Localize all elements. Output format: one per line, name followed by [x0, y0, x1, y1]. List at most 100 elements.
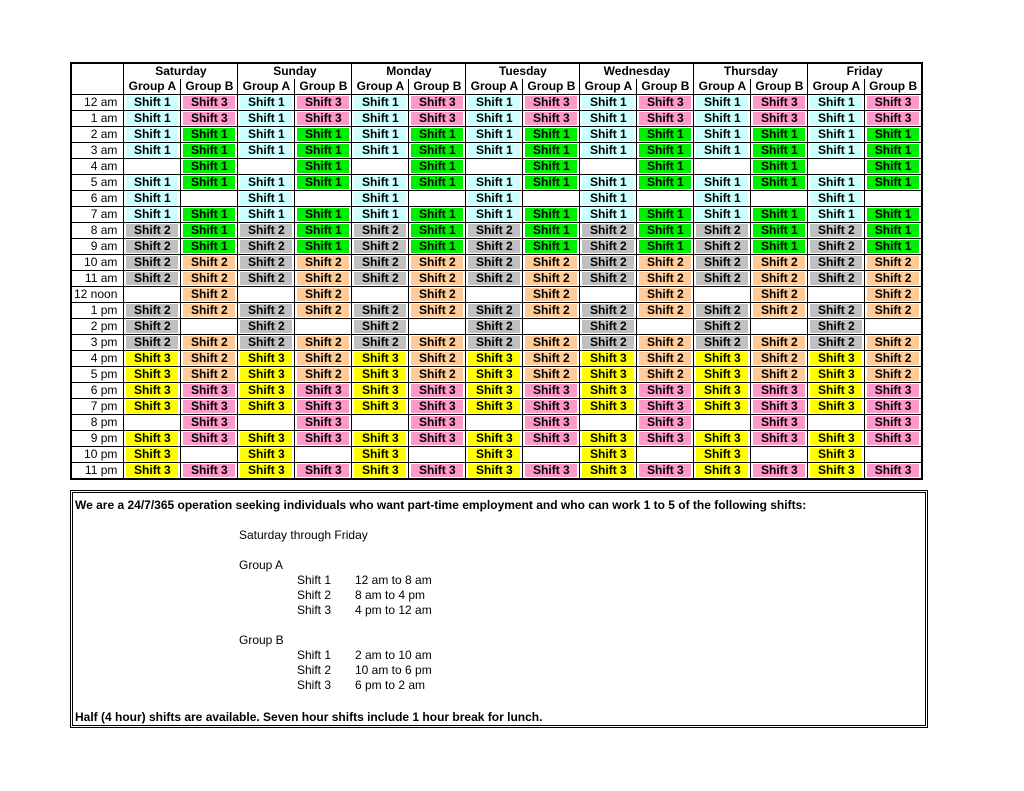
shift-label: Shift 3	[240, 352, 293, 365]
shift-cell: Shift 1	[522, 174, 581, 191]
shift-label: Shift 1	[354, 208, 407, 221]
shift-label: Shift 3	[240, 464, 293, 477]
shift-label: Shift 3	[525, 112, 578, 125]
shift-label: Shift 2	[696, 320, 749, 333]
shift-label: Shift 2	[696, 240, 749, 253]
time-label: 8 am	[70, 222, 125, 239]
shift-cell: Shift 1	[636, 126, 695, 143]
shift-cell: Shift 2	[750, 270, 809, 287]
shift-cell: Shift 1	[636, 238, 695, 255]
shift-label: Shift 1	[183, 240, 236, 253]
shift-label: Shift 2	[126, 320, 179, 333]
shift-cell: Shift 3	[636, 414, 695, 431]
group-header: Group A	[123, 79, 182, 95]
shift-cell	[522, 190, 581, 207]
shift-label: Shift 3	[639, 112, 692, 125]
time-label: 10 am	[70, 254, 125, 271]
shift-label: Shift 1	[867, 128, 919, 141]
shift-label: Shift 2	[525, 352, 578, 365]
shift-cell: Shift 2	[123, 222, 182, 239]
shift-label: Shift 2	[183, 272, 236, 285]
shift-cell: Shift 1	[351, 110, 410, 127]
shift-cell: Shift 3	[465, 446, 524, 463]
shift-label: Shift 1	[582, 112, 635, 125]
shift-cell: Shift 3	[693, 350, 752, 367]
day-header-row: Saturday Sunday Monday Tuesday Wednesday Thur…	[70, 62, 923, 95]
shift-label: Shift 3	[639, 416, 692, 429]
shift-label: Shift 3	[240, 432, 293, 445]
shift-label: Shift 1	[297, 160, 350, 173]
shift-label: Shift 2	[354, 304, 407, 317]
shift-label: Shift 3	[810, 448, 863, 461]
shift-cell: Shift 2	[408, 286, 467, 303]
shift-label: Shift 2	[810, 320, 863, 333]
corner	[70, 62, 125, 95]
shift-cell: Shift 2	[351, 334, 410, 351]
shift-cell: Shift 1	[180, 206, 239, 223]
shift-label: Shift 1	[354, 96, 407, 109]
shift-cell: Shift 2	[693, 302, 752, 319]
shift-cell: Shift 1	[180, 222, 239, 239]
shift-label: Shift 1	[354, 128, 407, 141]
shift-label: Shift 1	[525, 224, 578, 237]
group-name: Group B	[239, 633, 284, 647]
shift-label: Shift 2	[810, 256, 863, 269]
shift-label: Shift 3	[696, 368, 749, 381]
shift-label: Shift 3	[639, 96, 692, 109]
shift-label: Shift 1	[867, 208, 919, 221]
shift-cell: Shift 1	[408, 126, 467, 143]
shift-label: Shift 3	[639, 464, 692, 477]
shift-cell: Shift 3	[522, 94, 581, 111]
shift-label: Shift 1	[126, 96, 179, 109]
shift-cell: Shift 1	[636, 158, 695, 175]
shift-cell: Shift 3	[864, 94, 923, 111]
time-label: 6 pm	[70, 382, 125, 399]
shift-cell: Shift 3	[237, 446, 296, 463]
shift-label: Shift 3	[183, 464, 236, 477]
shift-label: Shift 2	[867, 272, 919, 285]
shift-cell: Shift 1	[579, 110, 638, 127]
shift-label: Shift 2	[753, 336, 806, 349]
time-label: 11 pm	[70, 462, 125, 480]
shift-label: Shift 2	[297, 288, 350, 301]
shift-cell: Shift 2	[522, 270, 581, 287]
shift-cell: Shift 2	[351, 318, 410, 335]
shift-label: Shift 2	[753, 304, 806, 317]
shift-label: Shift 2	[411, 368, 464, 381]
shift-cell: Shift 2	[408, 254, 467, 271]
shift-cell: Shift 1	[294, 222, 353, 239]
shift-cell: Shift 2	[123, 254, 182, 271]
shift-cell: Shift 1	[123, 94, 182, 111]
shift-cell: Shift 1	[864, 174, 923, 191]
shift-label: Shift 1	[639, 224, 692, 237]
shift-cell: Shift 3	[750, 430, 809, 447]
shift-cell: Shift 1	[750, 206, 809, 223]
time-label: 8 pm	[70, 414, 125, 431]
shift-cell: Shift 2	[180, 270, 239, 287]
shift-cell: Shift 3	[237, 382, 296, 399]
shift-label: Shift 3	[468, 384, 521, 397]
shift-label: Shift 3	[810, 384, 863, 397]
shift-cell: Shift 3	[294, 398, 353, 415]
shift-cell: Shift 2	[237, 270, 296, 287]
shift-cell: Shift 1	[351, 142, 410, 159]
hour-row: 8 pm Shift 3 Shift 3 Shift 3 Shift 3 Shift 3 S…	[70, 414, 923, 431]
shift-cell: Shift 2	[294, 286, 353, 303]
shift-label: Shift 1	[468, 128, 521, 141]
shift-label: Shift 1	[525, 240, 578, 253]
shift-cell: Shift 3	[237, 350, 296, 367]
shift-cell: Shift 3	[351, 446, 410, 463]
shift-label: Shift 1	[297, 240, 350, 253]
shift-label: Shift 3	[867, 112, 919, 125]
shift-cell	[351, 414, 410, 431]
shift-cell: Shift 1	[465, 94, 524, 111]
shift-label: Shift 3	[297, 384, 350, 397]
shift-label: Shift 3	[525, 400, 578, 413]
shift-cell: Shift 1	[750, 174, 809, 191]
shift-cell: Shift 3	[294, 110, 353, 127]
shift-label: Shift 1	[867, 176, 919, 189]
shift-cell: Shift 2	[465, 334, 524, 351]
